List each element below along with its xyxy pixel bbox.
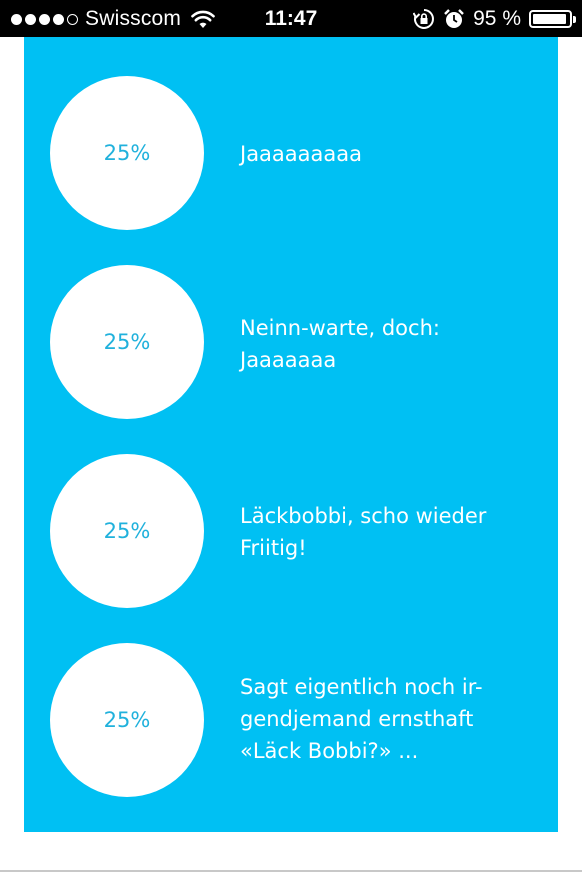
percent-circle: 25% xyxy=(50,454,204,608)
option-label-line: gendjemand ernsthaft xyxy=(240,707,474,731)
signal-strength-icon xyxy=(11,13,78,25)
option-label-line: Neinn-warte, doch: xyxy=(240,316,440,340)
option-label-line: Friitig! xyxy=(240,536,307,560)
divider xyxy=(0,870,582,872)
poll-option: 25% xyxy=(24,265,558,420)
percent-circle: 25% xyxy=(50,265,204,419)
percent-value: 25% xyxy=(103,519,151,543)
option-label: Sagt eigentlich noch ir-gendjemand ernst… xyxy=(240,671,530,767)
option-label-line: Läckbobbi, scho wieder xyxy=(240,504,487,528)
status-bar-right: 95 % xyxy=(413,6,576,32)
option-label: Läckbobbi, scho wieder Friitig! xyxy=(240,500,530,564)
option-label: Jaaaaaaaaa xyxy=(240,138,530,170)
percent-value: 25% xyxy=(103,708,151,732)
poll-option: 25% xyxy=(24,76,558,231)
clock: 11:47 xyxy=(264,7,318,30)
percent-value: 25% xyxy=(103,141,151,165)
option-label: Neinn-warte, doch: Jaaaaaaa xyxy=(240,312,530,376)
carrier-name: Swisscom xyxy=(85,7,182,30)
poll-option: 25% xyxy=(24,643,558,798)
rotation-lock-icon xyxy=(413,9,435,29)
option-label-line: Sagt eigentlich noch ir- xyxy=(240,675,483,699)
poll-option: 25% xyxy=(24,454,558,609)
battery-percent: 95 % xyxy=(473,7,521,30)
option-label-line: Jaaaaaaaaa xyxy=(240,142,363,166)
status-bar-left: Swisscom xyxy=(11,6,215,32)
battery-icon xyxy=(529,10,576,28)
status-bar: Swisscom 11:47 95 % xyxy=(0,0,582,37)
option-label-line: «Läck Bobbi?» ... xyxy=(240,739,419,763)
percent-circle: 25% xyxy=(50,643,204,797)
option-label-line: Jaaaaaaa xyxy=(240,348,337,372)
wifi-icon xyxy=(191,10,215,28)
poll-results-panel: 25% Jaaaaaaaaa 25% Neinn-warte, doch: Jaaaaa… xyxy=(24,37,558,832)
alarm-icon xyxy=(444,9,464,28)
percent-circle: 25% xyxy=(50,76,204,230)
percent-value: 25% xyxy=(103,330,151,354)
